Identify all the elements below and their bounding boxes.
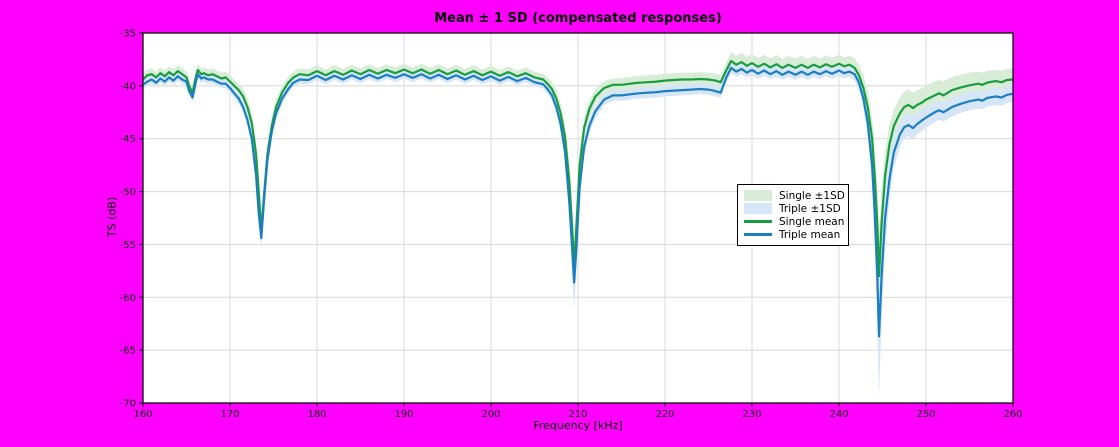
triple-mean-swatch (744, 233, 772, 236)
legend-item-single-mean: Single mean (744, 215, 845, 228)
svg-text:240: 240 (829, 409, 848, 420)
svg-text:-55: -55 (120, 240, 136, 251)
legend-label: Triple ±1SD (779, 202, 841, 215)
legend-item-triple-sd: Triple ±1SD (744, 202, 842, 215)
svg-text:-40: -40 (120, 81, 136, 92)
axis-ticks (139, 32, 1014, 407)
svg-text:-65: -65 (120, 346, 136, 357)
svg-text:-35: -35 (120, 29, 136, 40)
svg-text:-60: -60 (120, 293, 136, 304)
legend-item-triple-mean: Triple mean (744, 228, 842, 241)
svg-text:-50: -50 (120, 187, 136, 198)
legend-label: Triple mean (779, 228, 841, 241)
single-sd-swatch (744, 190, 772, 201)
legend-label: Single ±1SD (779, 189, 845, 202)
svg-text:260: 260 (1003, 409, 1022, 420)
svg-text:-45: -45 (120, 134, 136, 145)
legend-item-single-sd: Single ±1SD (744, 189, 845, 202)
svg-text:220: 220 (655, 409, 674, 420)
svg-text:-70: -70 (120, 399, 136, 410)
svg-text:170: 170 (220, 409, 239, 420)
triple-sd-swatch (744, 203, 772, 214)
svg-text:230: 230 (742, 409, 761, 420)
x-tick-labels: 160 170 180 190 200 210 220 230 240 250 260 (133, 409, 1022, 420)
legend: Single ±1SD Triple ±1SD Single mean Trip… (737, 184, 849, 246)
single-mean-swatch (744, 220, 772, 223)
svg-text:190: 190 (394, 409, 413, 420)
svg-text:250: 250 (916, 409, 935, 420)
svg-text:160: 160 (133, 409, 152, 420)
chart-title: Mean ± 1 SD (compensated responses) (434, 11, 722, 26)
legend-label: Single mean (779, 215, 845, 228)
x-axis-label: Frequency [kHz] (533, 419, 623, 432)
svg-text:210: 210 (568, 409, 587, 420)
mean-lines (142, 59, 1014, 338)
y-tick-labels: -35 -40 -45 -50 -55 -60 -65 -70 (120, 29, 136, 410)
svg-text:180: 180 (307, 409, 326, 420)
svg-text:200: 200 (481, 409, 500, 420)
